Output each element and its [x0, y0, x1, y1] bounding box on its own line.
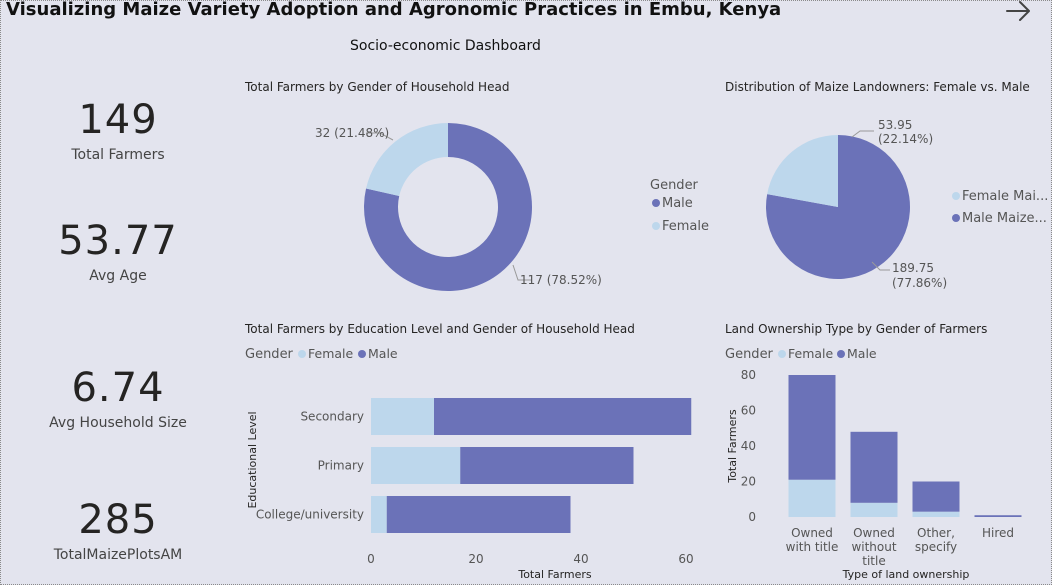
- kpi-household-size-value: 6.74: [71, 365, 165, 411]
- land-category-label-owned-without-title-0: Owned: [853, 526, 895, 540]
- edu-x-tick-40: 40: [573, 552, 588, 566]
- edu-legend-title: Gender: [245, 347, 294, 362]
- land-category-label-other-specify-0: Other,: [917, 526, 955, 540]
- land-y-tick-40: 40: [741, 439, 756, 453]
- pie-data-label-female: 53.95: [878, 118, 912, 132]
- edu-x-tick-20: 20: [468, 552, 483, 566]
- edu-x-tick-60: 60: [678, 552, 693, 566]
- pie-legend-marker-female-mai: [952, 192, 960, 200]
- edu-bar-secondary-male: [434, 398, 692, 435]
- kpi-plots-value: 285: [78, 497, 158, 543]
- kpi-household-size-label: Avg Household Size: [49, 415, 187, 431]
- edu-legend-label-male: Male: [368, 346, 398, 361]
- arrow-right-icon[interactable]: [1004, 0, 1034, 24]
- donut-legend-marker-female: [652, 222, 660, 230]
- edu-bar-primary-female: [371, 447, 461, 484]
- edu-legend-label-female: Female: [308, 346, 354, 361]
- pie-legend-marker-male-maize: [952, 214, 960, 222]
- edu-bar-primary-male: [460, 447, 634, 484]
- land-y-tick-60: 60: [741, 404, 756, 418]
- pie-leader-male: [871, 261, 890, 271]
- donut-slice-female: [366, 123, 448, 197]
- donut-legend-label-male: Male: [662, 196, 693, 211]
- donut-data-label-male: 117 (78.52%): [520, 273, 602, 287]
- dashboard-subtitle: Socio-economic Dashboard: [350, 38, 541, 54]
- edu-y-axis-label: Educational Level: [246, 411, 259, 508]
- land-bar-hired-male: [974, 515, 1022, 517]
- land-category-label-hired-0: Hired: [982, 526, 1014, 540]
- edu-bar-college-university-male: [386, 496, 571, 533]
- land-x-axis-label: Type of land ownership: [842, 568, 970, 581]
- kpi-plots-label: TotalMaizePlotsAM: [53, 547, 183, 563]
- donut-leader-male: [512, 264, 532, 281]
- kpi-total-farmers-label: Total Farmers: [71, 147, 165, 163]
- donut-legend-marker-male: [652, 199, 660, 207]
- kpi-total-farmers-value: 149: [78, 97, 158, 143]
- pie-legend-label-female-mai: Female Mai...: [962, 189, 1048, 204]
- edu-legend-marker-male: [358, 350, 366, 358]
- land-bar-other-specify-female: [912, 511, 960, 517]
- pie-data-label-male: 189.75: [892, 261, 934, 275]
- edu-bar-secondary-female: [371, 398, 434, 435]
- land-category-label-owned-with-title-1: with title: [786, 540, 839, 554]
- edu-x-axis-label: Total Farmers: [517, 568, 592, 581]
- edu-category-label-primary: Primary: [318, 459, 364, 473]
- edu-category-label-college-university: College/university: [256, 508, 364, 522]
- land-legend-marker-male: [837, 350, 845, 358]
- land-bar-other-specify-male: [912, 481, 960, 512]
- land-category-label-owned-with-title-0: Owned: [791, 526, 833, 540]
- donut-slice-male: [364, 123, 532, 291]
- kpi-avg-age-label: Avg Age: [89, 268, 147, 284]
- land-legend-marker-female: [778, 350, 786, 358]
- land-bar-owned-with-title-female: [788, 479, 836, 517]
- donut-legend-title: Gender: [650, 178, 699, 193]
- pie-legend-label-male-maize: Male Maize...: [962, 211, 1047, 226]
- land-category-label-owned-without-title-2: title: [862, 554, 885, 568]
- land-chart-title: Land Ownership Type by Gender of Farmers: [725, 322, 988, 336]
- pie-data-pct-female: (22.14%): [878, 132, 933, 146]
- education-chart-title: Total Farmers by Education Level and Gen…: [245, 322, 635, 336]
- donut-legend-label-female: Female: [662, 219, 709, 234]
- land-category-label-other-specify-1: specify: [915, 540, 957, 554]
- land-category-label-owned-without-title-1: without: [851, 540, 896, 554]
- page-title: Visualizing Maize Variety Adoption and A…: [6, 0, 782, 20]
- land-bar-owned-without-title-female: [850, 502, 898, 517]
- land-legend-label-male: Male: [847, 346, 877, 361]
- edu-x-tick-0: 0: [367, 552, 375, 566]
- land-y-tick-80: 80: [741, 368, 756, 382]
- land-legend-label-female: Female: [788, 346, 834, 361]
- edu-bar-college-university-female: [371, 496, 387, 533]
- edu-category-label-secondary: Secondary: [300, 410, 364, 424]
- donut-leader-female: [366, 132, 394, 141]
- kpi-avg-age-value: 53.77: [58, 218, 178, 264]
- pie-data-pct-male: (77.86%): [892, 276, 947, 290]
- pie-chart-title: Distribution of Maize Landowners: Female…: [725, 80, 1030, 94]
- land-bar-owned-without-title-male: [850, 431, 898, 503]
- land-legend-title: Gender: [725, 347, 774, 362]
- land-bar-owned-with-title-male: [788, 375, 836, 480]
- pie-slice-female-mai: [767, 135, 838, 207]
- donut-data-label-female: 32 (21.48%): [315, 126, 389, 140]
- land-y-axis-label: Total Farmers: [726, 409, 739, 484]
- land-y-tick-20: 20: [741, 475, 756, 489]
- donut-chart-title: Total Farmers by Gender of Household Hea…: [245, 80, 510, 94]
- pie-leader-female: [851, 130, 874, 138]
- land-y-tick-0: 0: [748, 510, 756, 524]
- edu-legend-marker-female: [298, 350, 306, 358]
